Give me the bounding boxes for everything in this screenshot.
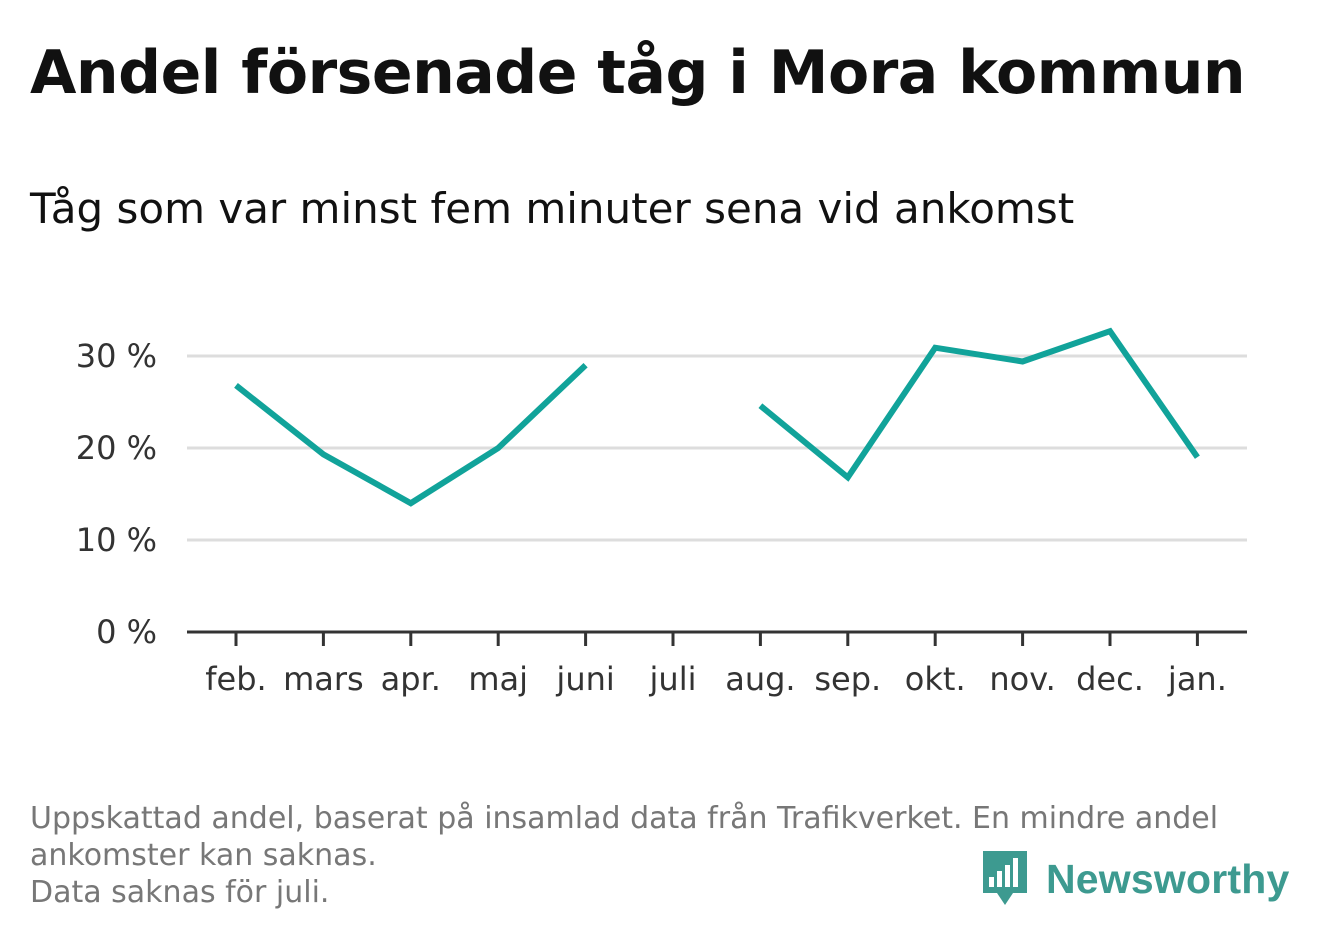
chart-subtitle: Tåg som var minst fem minuter sena vid a… — [30, 184, 1075, 233]
y-tick-label: 10 % — [76, 521, 157, 559]
series-layer — [234, 327, 1200, 507]
y-tick-label: 0 % — [96, 613, 157, 651]
x-tick-label: mars — [283, 660, 364, 698]
x-tick-label: feb. — [205, 660, 266, 698]
gridlines — [187, 354, 1247, 542]
y-tick-label: 30 % — [76, 337, 157, 375]
x-axis — [187, 630, 1247, 646]
brand-name: Newsworthy — [1046, 855, 1290, 902]
series-line-segment — [758, 327, 1200, 482]
footnote-line-1: Uppskattad andel, baserat på insamlad da… — [30, 801, 1219, 836]
y-tick-label: 20 % — [76, 429, 157, 467]
footnote: Uppskattad andel, baserat på insamlad da… — [30, 800, 1290, 911]
x-tick-label: apr. — [381, 660, 441, 698]
x-tick-label: jan. — [1167, 660, 1227, 698]
newsworthy-logo-icon — [983, 851, 1027, 905]
x-axis-tick-labels: feb. mars apr. maj juni juli aug. sep. okt. nov. d… — [205, 660, 1227, 698]
brand-logo: Newsworthy — [980, 848, 1290, 910]
x-tick-label: nov. — [989, 660, 1055, 698]
x-tick-label: aug. — [725, 660, 795, 698]
x-tick-label: sep. — [814, 660, 881, 698]
x-tick-label: maj — [468, 660, 528, 698]
chart-title: Andel försenade tåg i Mora kommun — [30, 38, 1246, 108]
x-tick-label: okt. — [905, 660, 966, 698]
x-tick-label: juli — [649, 660, 697, 698]
series-line-segment — [234, 363, 588, 507]
x-tick-label: juni — [555, 660, 614, 698]
x-tick-label: dec. — [1076, 660, 1144, 698]
y-axis-tick-labels: 0 % 10 % 20 % 30 % — [76, 337, 157, 651]
footnote-line-2: ankomster kan saknas. — [30, 838, 377, 873]
footnote-line-3: Data saknas för juli. — [30, 875, 330, 910]
line-chart: 0 % 10 % 20 % 30 % feb. mars apr. maj juni juli a… — [76, 327, 1247, 698]
